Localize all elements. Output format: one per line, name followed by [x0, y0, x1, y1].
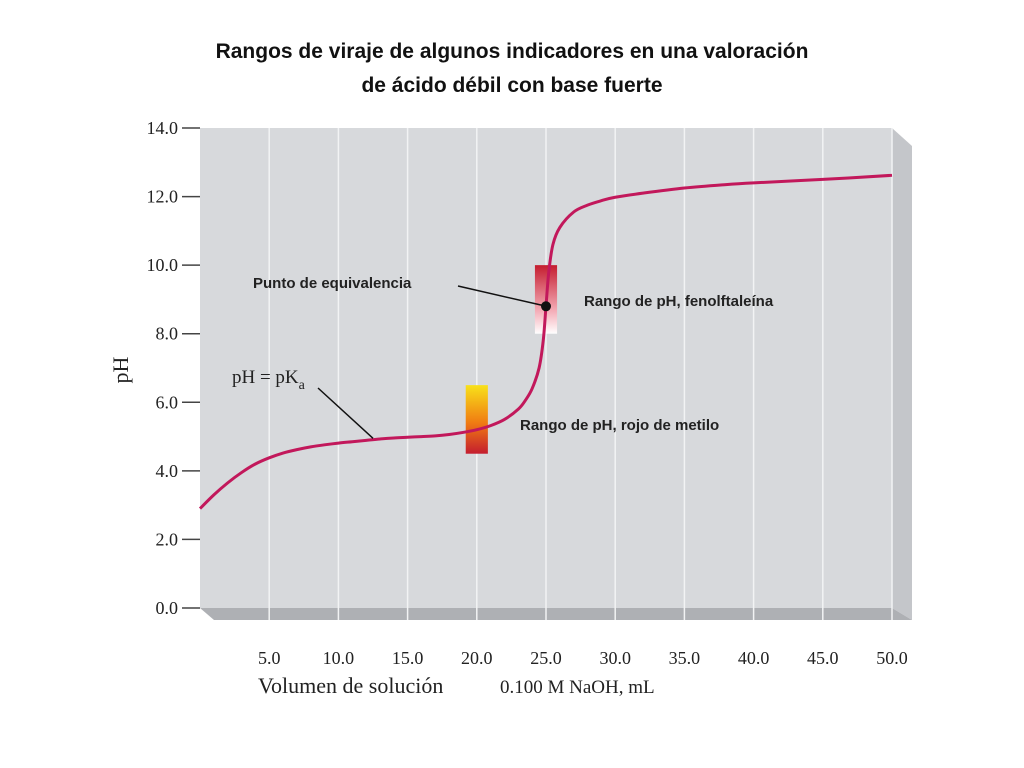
x-tick-label: 10.0 — [323, 648, 355, 668]
pka-leader-line — [317, 387, 374, 439]
y-tick-label: 10.0 — [147, 255, 179, 275]
y-tick-label: 6.0 — [156, 392, 179, 412]
y-tick-label: 8.0 — [156, 324, 179, 344]
x-axis-label-main: Volumen de solución — [258, 673, 443, 698]
chart-title-line-2: de ácido débil con base fuerte — [361, 74, 663, 97]
y-tick-label: 2.0 — [156, 529, 179, 549]
fenolftaleina-range-label: Rango de pH, fenolftaleína — [584, 293, 774, 310]
y-tick-label: 0.0 — [156, 598, 179, 618]
chart-title-line-1: Rangos de viraje de algunos indicadores … — [215, 40, 809, 63]
y-tick-label: 12.0 — [147, 187, 179, 207]
titration-curve-line — [198, 173, 893, 510]
x-tick-label: 50.0 — [876, 648, 908, 668]
pka-label: pH = pKa — [232, 367, 306, 393]
x-tick-label: 30.0 — [599, 648, 631, 668]
y-tick-label: 14.0 — [147, 118, 179, 138]
x-tick-label: 40.0 — [738, 648, 770, 668]
x-axis-label-units: 0.100 M NaOH, mL — [500, 677, 655, 698]
y-tick-label: 4.0 — [156, 461, 179, 481]
gridlines — [268, 128, 893, 620]
x-tick-label: 15.0 — [392, 648, 424, 668]
rojo-de-metilo-range-label: Rango de pH, rojo de metilo — [520, 417, 719, 434]
y-axis-ticks: 0.0 2.0 4.0 6.0 8.0 10.0 12.0 14.0 — [147, 118, 200, 618]
plot-bottom-panel — [200, 608, 912, 620]
y-axis-label: pH — [108, 356, 133, 383]
x-tick-label: 25.0 — [530, 648, 562, 668]
x-axis-ticks: 5.0 10.0 15.0 20.0 25.0 30.0 35.0 40.0 45.0 50.0 — [258, 648, 908, 668]
plot-side-panel — [892, 128, 912, 620]
rojo-de-metilo-range-bar — [465, 385, 488, 454]
equivalence-label: Punto de equivalencia — [253, 275, 412, 292]
x-tick-label: 20.0 — [461, 648, 493, 668]
x-tick-label: 45.0 — [807, 648, 839, 668]
equivalence-leader-line — [457, 285, 543, 307]
x-tick-label: 35.0 — [669, 648, 701, 668]
equivalence-point-marker — [541, 301, 551, 312]
x-tick-label: 5.0 — [258, 648, 281, 668]
